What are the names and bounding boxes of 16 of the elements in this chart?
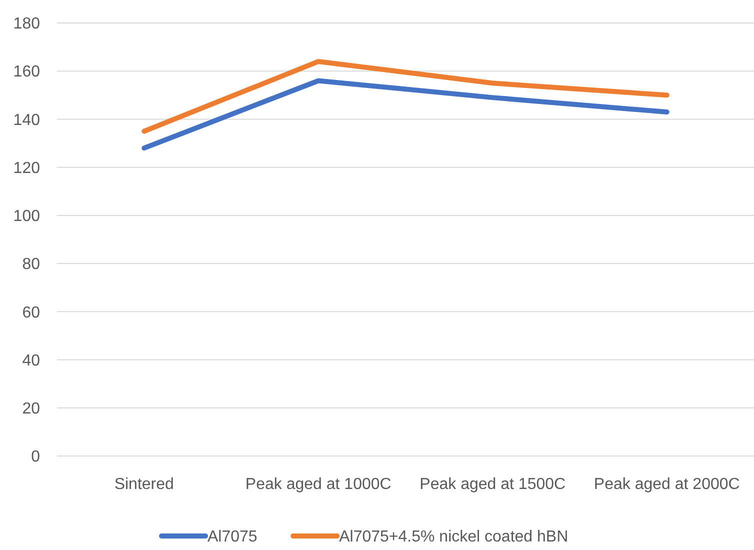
y-tick-label: 100 <box>13 208 40 226</box>
y-tick-label: 60 <box>22 304 40 322</box>
y-tick-label: 180 <box>13 16 40 33</box>
x-tick-label: Peak aged at 1500C <box>420 476 566 493</box>
y-tick-label: 160 <box>13 64 40 81</box>
y-tick-label: 140 <box>13 112 40 129</box>
x-tick-label: Peak aged at 1000C <box>245 476 392 493</box>
y-tick-label: 80 <box>22 256 40 274</box>
x-tick-label: Sintered <box>114 476 174 493</box>
y-tick-label: 0 <box>31 448 40 466</box>
y-tick-label: 40 <box>22 352 40 370</box>
y-tick-label: 20 <box>22 400 40 418</box>
legend-label: Al7075+4.5% nickel coated hBN <box>339 528 568 546</box>
y-tick-label: 120 <box>13 160 40 177</box>
legend-label: Al7075 <box>208 528 258 546</box>
x-tick-label: Peak aged at 2000C <box>594 476 740 493</box>
